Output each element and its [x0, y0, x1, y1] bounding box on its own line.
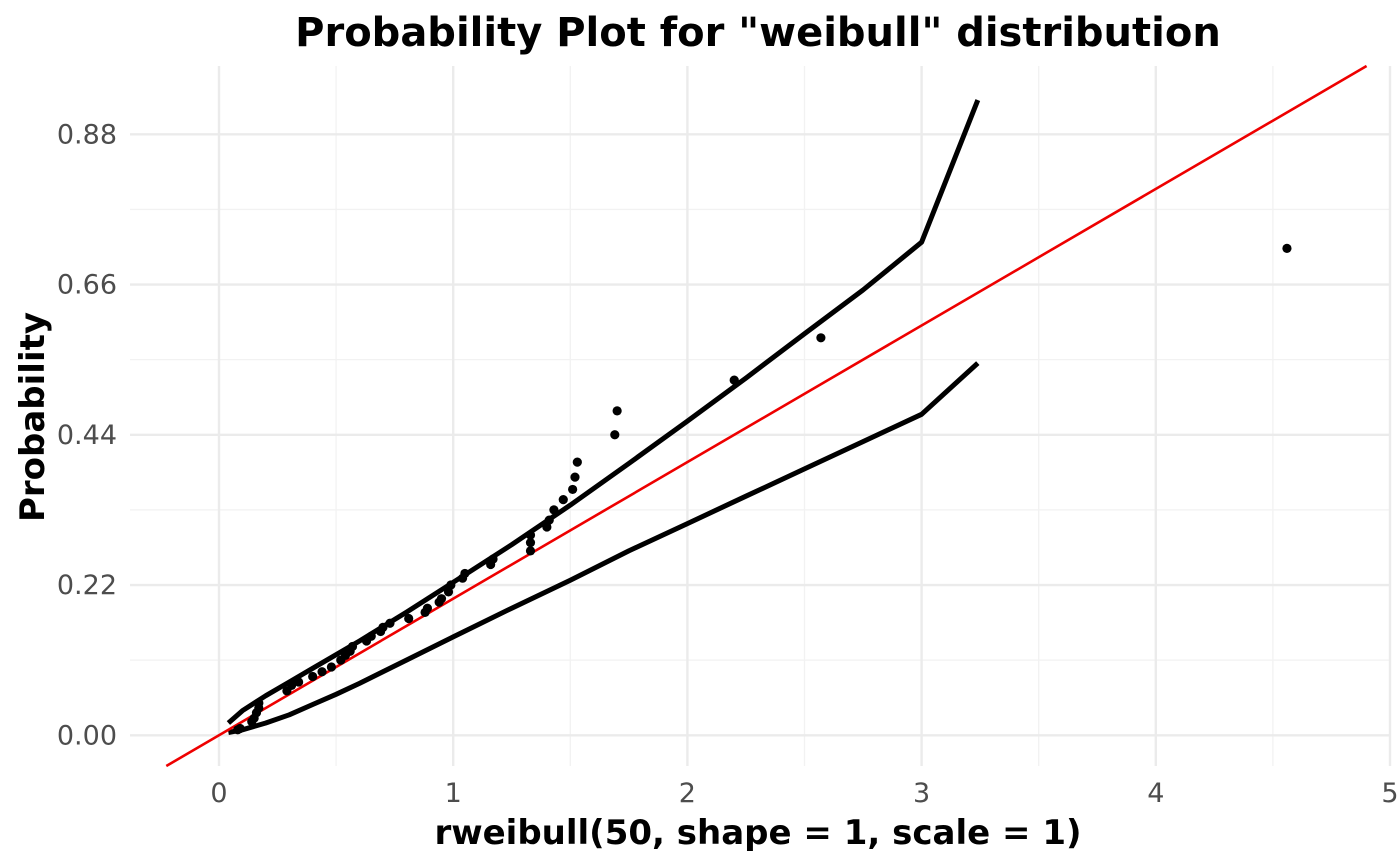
- data-point: [570, 472, 580, 482]
- y-tick-label: 0.00: [57, 720, 117, 751]
- data-point: [436, 594, 447, 604]
- data-point: [446, 580, 456, 590]
- gridlines: [130, 66, 1392, 766]
- y-axis-title: Probability: [13, 312, 53, 522]
- x-axis-ticks: 0 1 2 3 4 5: [210, 778, 1398, 809]
- confidence-bands: [226, 99, 981, 735]
- data-point: [558, 495, 568, 505]
- data-point: [460, 568, 470, 579]
- y-tick-label: 0.22: [57, 570, 117, 601]
- data-point: [816, 333, 826, 343]
- x-tick-label: 0: [210, 778, 227, 809]
- y-axis-ticks: 0.00 0.22 0.44 0.66 0.88: [57, 119, 117, 751]
- data-point: [488, 554, 498, 564]
- x-tick-label: 1: [445, 778, 462, 809]
- data-point: [366, 631, 376, 641]
- x-tick-label: 3: [913, 778, 930, 809]
- chart-title: Probability Plot for "weibull" distribut…: [295, 10, 1221, 56]
- upper-confidence-band: [226, 99, 981, 725]
- data-point: [525, 530, 536, 540]
- data-point: [729, 375, 739, 385]
- data-point: [404, 613, 414, 624]
- data-point: [326, 662, 337, 672]
- data-point: [610, 430, 620, 440]
- data-point: [378, 622, 388, 632]
- data-point: [308, 671, 318, 682]
- data-point: [1282, 243, 1292, 253]
- data-point: [544, 515, 554, 525]
- data-point: [347, 641, 358, 652]
- x-tick-label: 5: [1381, 778, 1398, 809]
- data-point: [317, 667, 327, 677]
- data-point: [525, 538, 536, 548]
- x-tick-label: 2: [679, 778, 696, 809]
- reference-line: [165, 64, 1368, 768]
- data-point: [235, 723, 245, 734]
- lower-confidence-band: [227, 361, 980, 735]
- data-point: [549, 505, 559, 515]
- data-point: [294, 677, 304, 687]
- data-point: [254, 698, 264, 708]
- data-point: [525, 546, 536, 556]
- data-points: [233, 243, 1292, 735]
- data-point: [286, 680, 297, 691]
- x-axis-title: rweibull(50, shape = 1, scale = 1): [434, 813, 1081, 853]
- y-tick-label: 0.44: [57, 420, 117, 451]
- data-point: [612, 406, 622, 416]
- data-point: [568, 484, 578, 495]
- data-point: [422, 603, 433, 613]
- y-tick-label: 0.66: [57, 270, 117, 301]
- reference-line-group: [165, 64, 1368, 768]
- x-tick-label: 4: [1147, 778, 1164, 809]
- y-tick-label: 0.88: [57, 119, 117, 150]
- data-point: [385, 618, 395, 628]
- data-point: [572, 457, 582, 467]
